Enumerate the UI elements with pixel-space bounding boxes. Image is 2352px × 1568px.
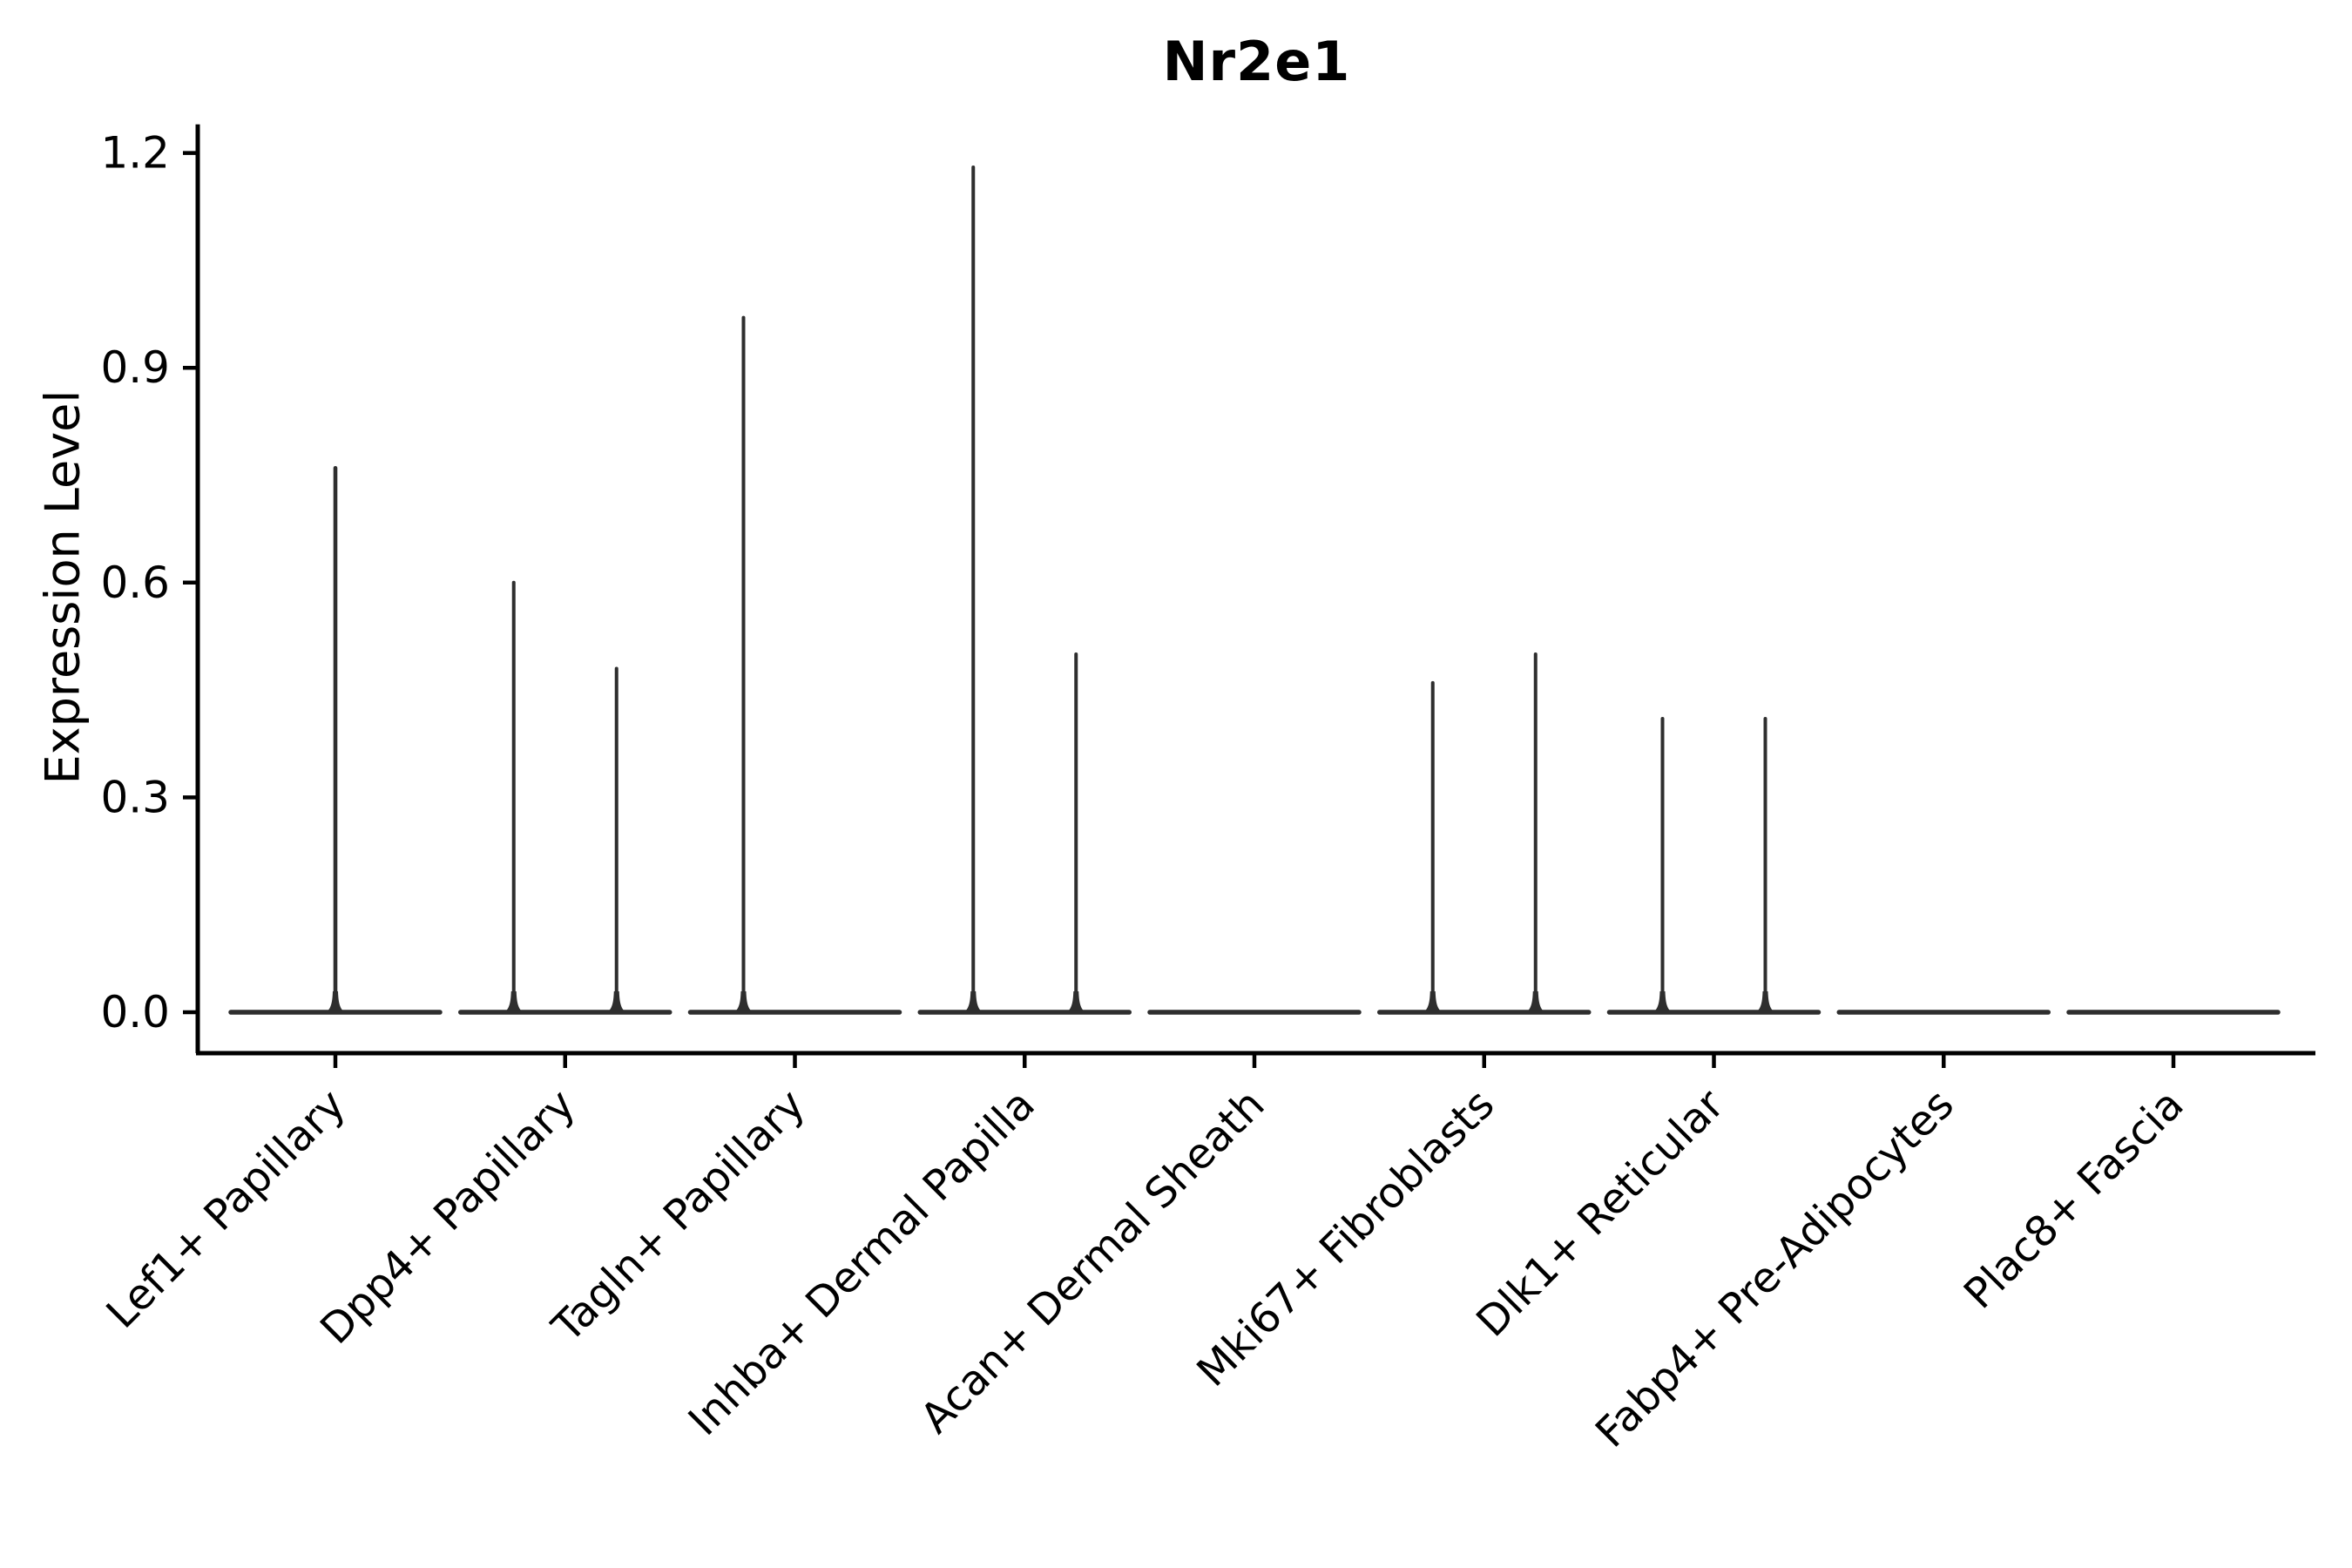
y-tick-label: 0.9 bbox=[100, 342, 170, 393]
y-tick-label: 1.2 bbox=[100, 128, 170, 179]
y-tick-label: 0.0 bbox=[100, 987, 170, 1037]
y-tick-label: 0.6 bbox=[100, 558, 170, 608]
x-tick-label: Plac8+ Fascia bbox=[1955, 1080, 2193, 1319]
x-tick-label: Dlk1+ Reticular bbox=[1467, 1080, 1734, 1347]
y-tick-label: 0.3 bbox=[100, 772, 170, 822]
x-tick-label: Dpp4+ Papillary bbox=[311, 1080, 585, 1354]
chart-title: Nr2e1 bbox=[1162, 30, 1351, 93]
x-tick-label: Tagln+ Papillary bbox=[543, 1080, 814, 1352]
x-tick-label: Lef1+ Papillary bbox=[98, 1080, 355, 1338]
